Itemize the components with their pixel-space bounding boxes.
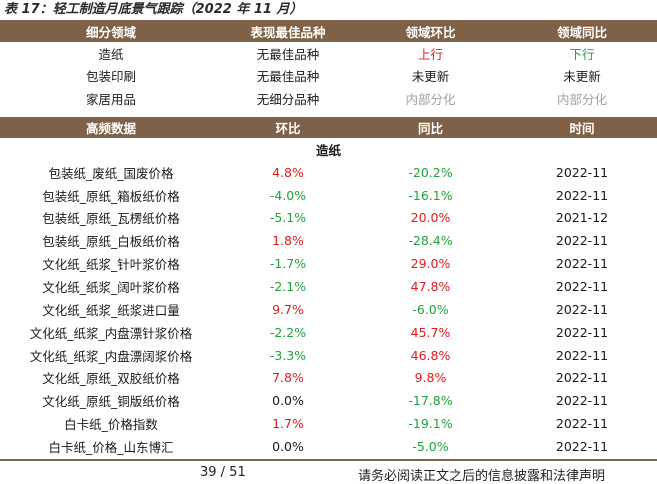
yoy-value: -20.2% <box>408 164 453 180</box>
sector-cell: 无细分品种 <box>256 91 320 107</box>
indicator-name: 包装纸_原纸_白板纸价格 <box>42 234 180 250</box>
mom-value: 7.8% <box>272 370 304 386</box>
mom-value: -3.3% <box>269 347 307 363</box>
yoy-value: -5.0% <box>412 438 449 454</box>
time-value: 2022-11 <box>555 438 609 454</box>
indicator-name: 文化纸_纸浆_纸浆进口量 <box>42 302 180 318</box>
table-row: 包装纸_原纸_白板纸价格 1.8% -28.4% 2022-11 <box>0 229 657 252</box>
yoy-value: -6.0% <box>412 301 449 317</box>
mom-value: -5.1% <box>269 210 307 226</box>
sector-summary-header: 细分领域 表现最佳品种 领域环比 领域同比 <box>0 20 657 42</box>
yoy-value: 20.0% <box>410 210 451 226</box>
yoy-value: 45.7% <box>410 324 451 340</box>
table-caption: 表 17：轻工制造月底景气跟踪（2022 年 11 月） <box>4 2 303 17</box>
sector-row: 包装印刷 无最佳品种 未更新 未更新 <box>0 65 657 88</box>
time-value: 2021-12 <box>555 210 609 226</box>
footer-disclaimer: 请务必阅读正文之后的信息披露和法律声明 <box>358 469 606 484</box>
time-value: 2022-11 <box>555 393 609 409</box>
mom-value: 1.7% <box>272 416 304 432</box>
indicator-name: 文化纸_纸浆_内盘漂针浆价格 <box>29 325 193 341</box>
mom-value: -4.0% <box>269 187 307 203</box>
yoy-value: 9.8% <box>414 370 447 386</box>
table-row: 白卡纸_价格_山东博汇 0.0% -5.0% 2022-11 <box>0 435 657 458</box>
table-row: 白卡纸_价格指数 1.7% -19.1% 2022-11 <box>0 412 657 435</box>
yoy-value: 46.8% <box>410 347 451 363</box>
sector-cell: 家居用品 <box>85 91 136 107</box>
table-row: 文化纸_纸浆_阔叶浆价格 -2.1% 47.8% 2022-11 <box>0 275 657 298</box>
indicator-name: 白卡纸_价格指数 <box>64 417 158 433</box>
mom-value: -1.7% <box>269 256 307 272</box>
sector-cell: 未更新 <box>563 69 601 85</box>
mom-value: 0.0% <box>272 393 304 409</box>
time-value: 2022-11 <box>555 187 609 203</box>
time-value: 2022-11 <box>555 301 609 317</box>
sector-cell: 未更新 <box>411 69 450 85</box>
column-header: 领域同比 <box>507 20 657 42</box>
yoy-value: -19.1% <box>408 416 453 432</box>
time-value: 2022-11 <box>555 347 609 363</box>
yoy-value: -28.4% <box>408 233 453 249</box>
column-header: 表现最佳品种 <box>222 20 354 42</box>
time-value: 2022-11 <box>555 278 609 294</box>
mom-value: -2.2% <box>269 324 307 340</box>
table-row: 文化纸_纸浆_内盘漂阔浆价格 -3.3% 46.8% 2022-11 <box>0 344 657 367</box>
sector-cell: 包装印刷 <box>85 69 136 85</box>
time-value: 2022-11 <box>555 370 609 386</box>
time-value: 2022-11 <box>555 233 609 249</box>
indicator-name: 包装纸_废纸_国废价格 <box>48 165 174 181</box>
yoy-value: -16.1% <box>408 187 453 203</box>
table-row: 包装纸_原纸_瓦楞纸价格 -5.1% 20.0% 2021-12 <box>0 207 657 230</box>
sector-cell: 上行 <box>417 46 443 62</box>
table-row: 包装纸_原纸_箱板纸价格 -4.0% -16.1% 2022-11 <box>0 184 657 207</box>
column-header: 领域环比 <box>354 20 507 42</box>
indicator-name: 包装纸_原纸_箱板纸价格 <box>42 188 180 204</box>
indicator-name: 文化纸_原纸_双胶纸价格 <box>42 371 180 387</box>
column-header: 高频数据 <box>0 117 222 138</box>
indicator-name: 白卡纸_价格_山东博汇 <box>48 439 174 455</box>
sector-cell: 内部分化 <box>556 91 607 107</box>
high-frequency-data-table: 高频数据 环比 同比 时间 造纸 包装纸_废纸_国废价格 4.8% -20.2% 2022-… <box>0 117 657 458</box>
sector-cell: 下行 <box>569 46 595 62</box>
indicator-name: 包装纸_原纸_瓦楞纸价格 <box>42 211 180 227</box>
yoy-value: -17.8% <box>408 393 453 409</box>
mom-value: 4.8% <box>272 164 304 180</box>
sector-row: 造纸 无最佳品种 上行 下行 <box>0 42 657 65</box>
table-row: 文化纸_原纸_铜版纸价格 0.0% -17.8% 2022-11 <box>0 389 657 412</box>
column-header: 环比 <box>222 117 354 138</box>
table-row: 文化纸_纸浆_针叶浆价格 -1.7% 29.0% 2022-11 <box>0 252 657 275</box>
mom-value: -2.1% <box>269 278 307 294</box>
sector-summary-table: 细分领域 表现最佳品种 领域环比 领域同比 造纸 无最佳品种 上行 下行 包装印刷 无最佳品种未… <box>0 20 657 110</box>
indicator-name: 文化纸_纸浆_阔叶浆价格 <box>42 279 180 295</box>
time-value: 2022-11 <box>555 256 609 272</box>
yoy-value: 29.0% <box>410 256 451 272</box>
page-number: 39 / 51 <box>200 465 246 480</box>
sector-cell: 无最佳品种 <box>256 46 320 62</box>
sector-cell: 无最佳品种 <box>256 69 320 85</box>
mom-value: 9.7% <box>272 301 304 317</box>
time-value: 2022-11 <box>555 324 609 340</box>
section-row-paper: 造纸 <box>0 138 657 161</box>
indicator-name: 文化纸_纸浆_内盘漂阔浆价格 <box>29 348 193 364</box>
table-row: 文化纸_纸浆_纸浆进口量 9.7% -6.0% 2022-11 <box>0 298 657 321</box>
high-frequency-header: 高频数据 环比 同比 时间 <box>0 117 657 138</box>
table-row: 文化纸_纸浆_内盘漂针浆价格 -2.2% 45.7% 2022-11 <box>0 321 657 344</box>
mom-value: 0.0% <box>272 438 304 454</box>
column-header: 细分领域 <box>0 20 222 42</box>
yoy-value: 47.8% <box>410 278 451 294</box>
table-row: 文化纸_原纸_双胶纸价格 7.8% 9.8% 2022-11 <box>0 366 657 389</box>
time-value: 2022-11 <box>555 416 609 432</box>
column-header: 时间 <box>507 117 657 138</box>
sector-cell: 内部分化 <box>405 91 456 107</box>
indicator-name: 文化纸_纸浆_针叶浆价格 <box>42 257 180 273</box>
time-value: 2022-11 <box>555 164 609 180</box>
section-label: 造纸 <box>315 142 341 158</box>
sector-row: 家居用品 无细分品种 内部分化 内部分化 <box>0 87 657 110</box>
column-header: 同比 <box>354 117 507 138</box>
mom-value: 1.8% <box>272 233 304 249</box>
table-row: 包装纸_废纸_国废价格 4.8% -20.2% 2022-11 <box>0 161 657 184</box>
sector-cell: 造纸 <box>98 46 124 62</box>
indicator-name: 文化纸_原纸_铜版纸价格 <box>42 394 180 410</box>
bottom-rule <box>0 459 657 461</box>
